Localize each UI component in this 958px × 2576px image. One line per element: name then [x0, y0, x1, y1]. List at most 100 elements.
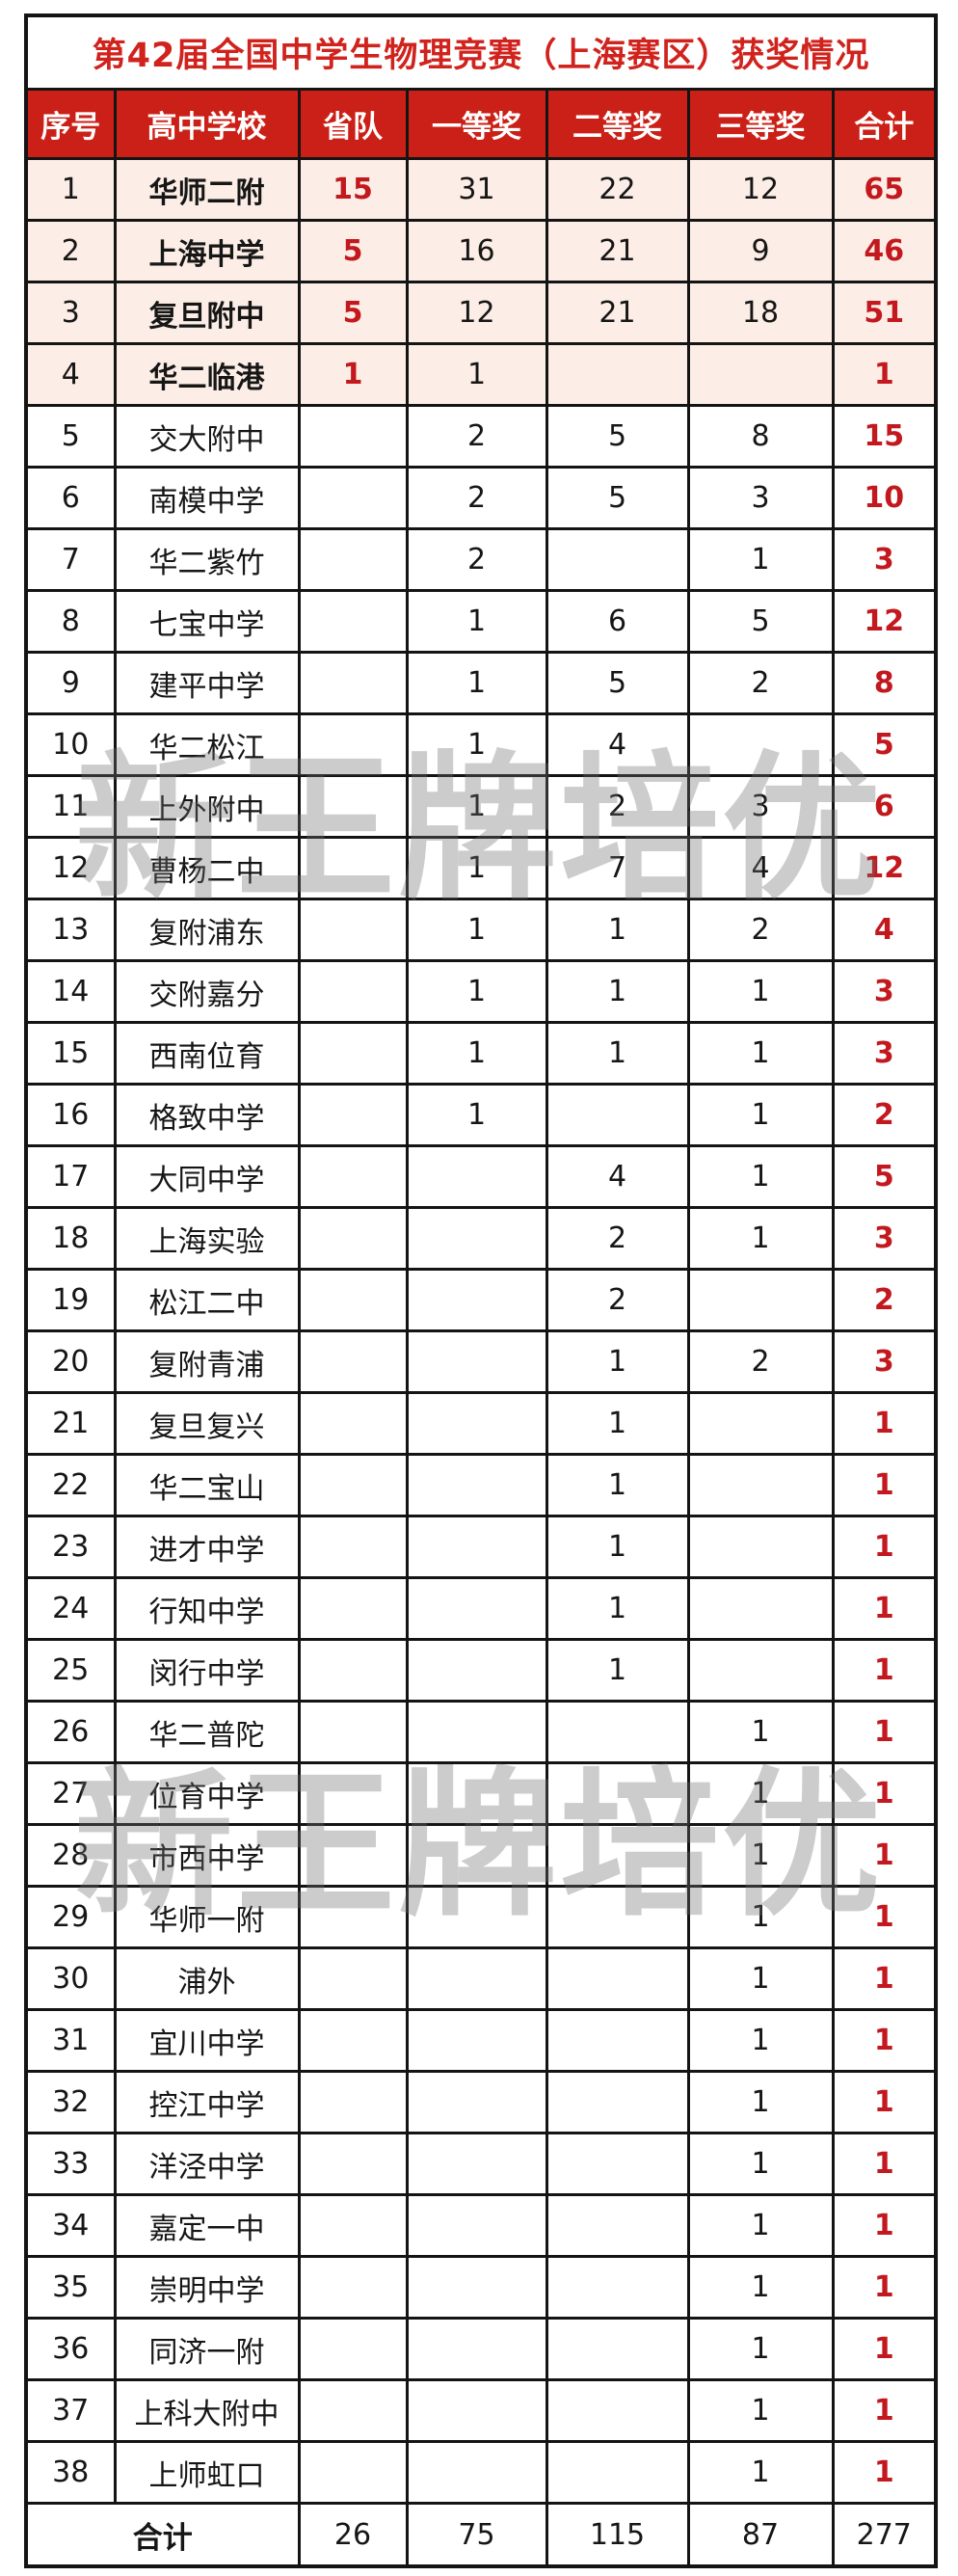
cell-second: 21	[545, 219, 690, 283]
cell-total: 1	[831, 2440, 938, 2505]
cell-first: 2	[405, 527, 548, 592]
cell-total: 51	[831, 281, 938, 345]
table-row: 30 浦外 1 1	[24, 1946, 938, 2011]
cell-total: 3	[831, 527, 938, 592]
cell-school: 西南位育	[113, 1021, 301, 1086]
cell-school: 控江中学	[113, 2070, 301, 2134]
cell-second: 4	[545, 712, 690, 777]
table-row: 22 华二宝山 1 1	[24, 1453, 938, 1517]
cell-total: 15	[831, 404, 938, 469]
page-title: 第42届全国中学生物理竞赛（上海赛区）获奖情况	[24, 13, 938, 91]
table-row: 24 行知中学 1 1	[24, 1576, 938, 1641]
cell-third	[686, 1391, 835, 1456]
cell-team	[297, 1515, 409, 1579]
cell-school: 南模中学	[113, 466, 301, 530]
cell-total: 6	[831, 774, 938, 839]
cell-second	[545, 342, 690, 407]
cell-total: 1	[831, 1885, 938, 1949]
cell-second: 2	[545, 774, 690, 839]
cell-third: 9	[686, 219, 835, 283]
cell-serial: 8	[24, 589, 117, 654]
cell-serial: 19	[24, 1268, 117, 1332]
cell-first	[405, 1453, 548, 1517]
cell-school: 位育中学	[113, 1761, 301, 1826]
cell-team	[297, 1885, 409, 1949]
cell-serial: 25	[24, 1638, 117, 1703]
cell-total: 1	[831, 2132, 938, 2196]
cell-second	[545, 2378, 690, 2443]
cell-serial: 32	[24, 2070, 117, 2134]
table-row: 6 南模中学 2 5 3 10	[24, 466, 938, 530]
cell-serial: 7	[24, 527, 117, 592]
cell-school: 格致中学	[113, 1083, 301, 1147]
cell-second: 1	[545, 1453, 690, 1517]
cell-school: 上海中学	[113, 219, 301, 283]
column-header-5: 三等奖	[686, 88, 835, 160]
cell-serial: 4	[24, 342, 117, 407]
cell-serial: 27	[24, 1761, 117, 1826]
cell-team: 5	[297, 219, 409, 283]
cell-team	[297, 1823, 409, 1888]
total-third: 87	[686, 2502, 835, 2568]
header-row: 序号 高中学校 省队 一等奖 二等奖 三等奖 合计	[24, 88, 938, 160]
cell-team	[297, 1638, 409, 1703]
cell-total: 1	[831, 342, 938, 407]
table-row: 23 进才中学 1 1	[24, 1515, 938, 1579]
cell-serial: 28	[24, 1823, 117, 1888]
cell-third: 5	[686, 589, 835, 654]
cell-team	[297, 1083, 409, 1147]
table-row: 38 上师虹口 1 1	[24, 2440, 938, 2505]
table-row: 35 崇明中学 1 1	[24, 2255, 938, 2320]
cell-second	[545, 1823, 690, 1888]
cell-serial: 21	[24, 1391, 117, 1456]
cell-serial: 29	[24, 1885, 117, 1949]
cell-total: 2	[831, 1083, 938, 1147]
cell-second: 1	[545, 1021, 690, 1086]
cell-first	[405, 2008, 548, 2073]
cell-second: 1	[545, 1638, 690, 1703]
cell-serial: 23	[24, 1515, 117, 1579]
cell-total: 1	[831, 2070, 938, 2134]
cell-school: 华二宝山	[113, 1453, 301, 1517]
table-row: 10 华二松江 1 4 5	[24, 712, 938, 777]
cell-team	[297, 712, 409, 777]
cell-second: 4	[545, 1144, 690, 1209]
cell-serial: 38	[24, 2440, 117, 2505]
table-row: 19 松江二中 2 2	[24, 1268, 938, 1332]
cell-second	[545, 2317, 690, 2381]
table-row: 4 华二临港 1 1 1	[24, 342, 938, 407]
table-row: 9 建平中学 1 5 2 8	[24, 651, 938, 715]
cell-first	[405, 1946, 548, 2011]
cell-team	[297, 2317, 409, 2381]
cell-team	[297, 2193, 409, 2258]
table-row: 12 曹杨二中 1 7 4 12	[24, 836, 938, 900]
cell-serial: 31	[24, 2008, 117, 2073]
table-row: 11 上外附中 1 2 3 6	[24, 774, 938, 839]
cell-total: 1	[831, 2317, 938, 2381]
cell-third: 1	[686, 2440, 835, 2505]
cell-third: 18	[686, 281, 835, 345]
total-total: 277	[831, 2502, 938, 2568]
cell-second	[545, 1946, 690, 2011]
table-row: 1 华师二附 15 31 22 12 65	[24, 157, 938, 222]
cell-team	[297, 2132, 409, 2196]
cell-team	[297, 2070, 409, 2134]
cell-first	[405, 1329, 548, 1394]
cell-third: 2	[686, 651, 835, 715]
cell-second: 1	[545, 1391, 690, 1456]
cell-total: 1	[831, 1761, 938, 1826]
cell-school: 华二松江	[113, 712, 301, 777]
cell-second: 1	[545, 1515, 690, 1579]
cell-first	[405, 1391, 548, 1456]
table-row: 8 七宝中学 1 6 5 12	[24, 589, 938, 654]
cell-third: 1	[686, 959, 835, 1024]
cell-first: 1	[405, 1021, 548, 1086]
cell-second: 1	[545, 1329, 690, 1394]
cell-second: 5	[545, 466, 690, 530]
cell-total: 1	[831, 1576, 938, 1641]
cell-serial: 26	[24, 1700, 117, 1764]
cell-third: 1	[686, 527, 835, 592]
cell-serial: 17	[24, 1144, 117, 1209]
cell-total: 5	[831, 1144, 938, 1209]
